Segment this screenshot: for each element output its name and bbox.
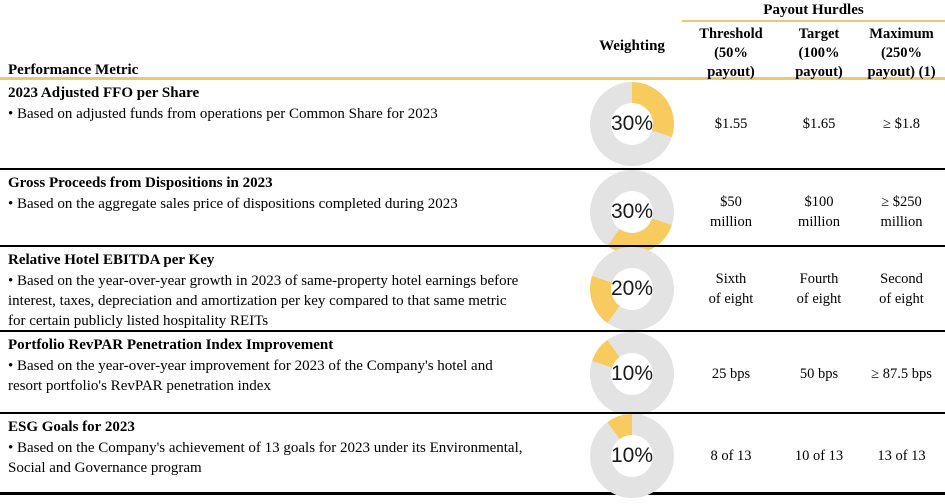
table-row: Portfolio RevPAR Penetration Index Impro… [0, 330, 945, 416]
weighting-donut-chart: 30% [590, 170, 674, 254]
table-row: Gross Proceeds from Dispositions in 2023… [0, 168, 945, 254]
table-row: Relative Hotel EBITDA per Key • Based on… [0, 245, 945, 331]
target-value: $100 million [798, 194, 840, 230]
performance-metric-header: Performance Metric [8, 62, 139, 78]
donut-hole [611, 268, 653, 310]
metric-cell: 2023 Adjusted FFO per Share • Based on a… [0, 80, 582, 168]
weighting-cell: 10% [582, 332, 682, 416]
metric-cell: Relative Hotel EBITDA per Key • Based on… [0, 247, 582, 331]
hurdle-column-headers: Threshold (50% payout) Target (100% payo… [682, 22, 945, 82]
table-row: ESG Goals for 2023 • Based on the Compan… [0, 412, 945, 498]
weighting-donut-chart: 10% [590, 414, 674, 498]
weighting-cell: 10% [582, 414, 682, 498]
weighting-donut-chart: 20% [590, 247, 674, 331]
metric-description: • Based on adjusted funds from operation… [8, 106, 438, 122]
metric-description: • Based on the Company's achievement of … [8, 440, 523, 476]
maximum-value: Second of eight [879, 271, 924, 307]
maximum-column-header: Maximum (250% payout) (1) [867, 26, 936, 80]
target-value: 10 of 13 [794, 448, 844, 464]
metric-cell: Portfolio RevPAR Penetration Index Impro… [0, 332, 582, 416]
threshold-value: $1.55 [714, 116, 748, 132]
metric-title: 2023 Adjusted FFO per Share [8, 85, 200, 101]
donut-hole [611, 103, 653, 145]
weighting-cell: 30% [582, 80, 682, 168]
metric-description: • Based on the aggregate sales price of … [8, 196, 458, 212]
threshold-value: 25 bps [711, 366, 751, 382]
target-column-header: Target (100% payout) [795, 26, 843, 80]
table-header: Performance Metric Weighting Payout Hurd… [0, 0, 945, 80]
donut-hole [611, 353, 653, 395]
threshold-value: Sixth of eight [708, 271, 754, 307]
metric-title: Relative Hotel EBITDA per Key [8, 252, 215, 268]
metric-title: Gross Proceeds from Dispositions in 2023 [8, 175, 273, 191]
metric-title: Portfolio RevPAR Penetration Index Impro… [8, 337, 334, 353]
weighting-percent-label: 30% [610, 200, 654, 223]
donut-hole [611, 435, 653, 477]
maximum-value: ≥ 87.5 bps [871, 366, 932, 382]
payout-hurdles-header: Payout Hurdles [682, 0, 945, 22]
threshold-value: $50 million [710, 194, 752, 230]
maximum-value: ≥ $250 million [880, 194, 923, 230]
weighting-cell: 20% [582, 247, 682, 331]
maximum-value: 13 of 13 [877, 448, 926, 464]
weighting-cell: 30% [582, 170, 682, 254]
weighting-header: Weighting [599, 37, 665, 54]
metric-cell: Gross Proceeds from Dispositions in 2023… [0, 170, 582, 254]
weighting-donut-chart: 10% [590, 332, 674, 416]
weighting-donut-chart: 30% [590, 82, 674, 166]
metric-description: • Based on the year-over-year growth in … [8, 273, 519, 329]
table-row: 2023 Adjusted FFO per Share • Based on a… [0, 80, 945, 168]
weighting-percent-label: 30% [610, 112, 654, 135]
weighting-percent-label: 20% [610, 277, 654, 300]
target-value: 50 bps [799, 366, 839, 382]
weighting-percent-label: 10% [610, 444, 654, 467]
target-value: Fourth of eight [796, 271, 842, 307]
metric-cell: ESG Goals for 2023 • Based on the Compan… [0, 414, 582, 498]
threshold-column-header: Threshold (50% payout) [699, 26, 763, 80]
target-value: $1.65 [802, 116, 836, 132]
donut-hole [611, 191, 653, 233]
payout-hurdles-header-group: Payout Hurdles Threshold (50% payout) Ta… [682, 0, 945, 82]
metric-title: ESG Goals for 2023 [8, 419, 135, 435]
weighting-percent-label: 10% [610, 362, 654, 385]
metric-description: • Based on the year-over-year improvemen… [8, 358, 493, 394]
table-bottom-rule [0, 492, 945, 495]
threshold-value: 8 of 13 [710, 448, 752, 464]
maximum-value: ≥ $1.8 [883, 116, 920, 132]
